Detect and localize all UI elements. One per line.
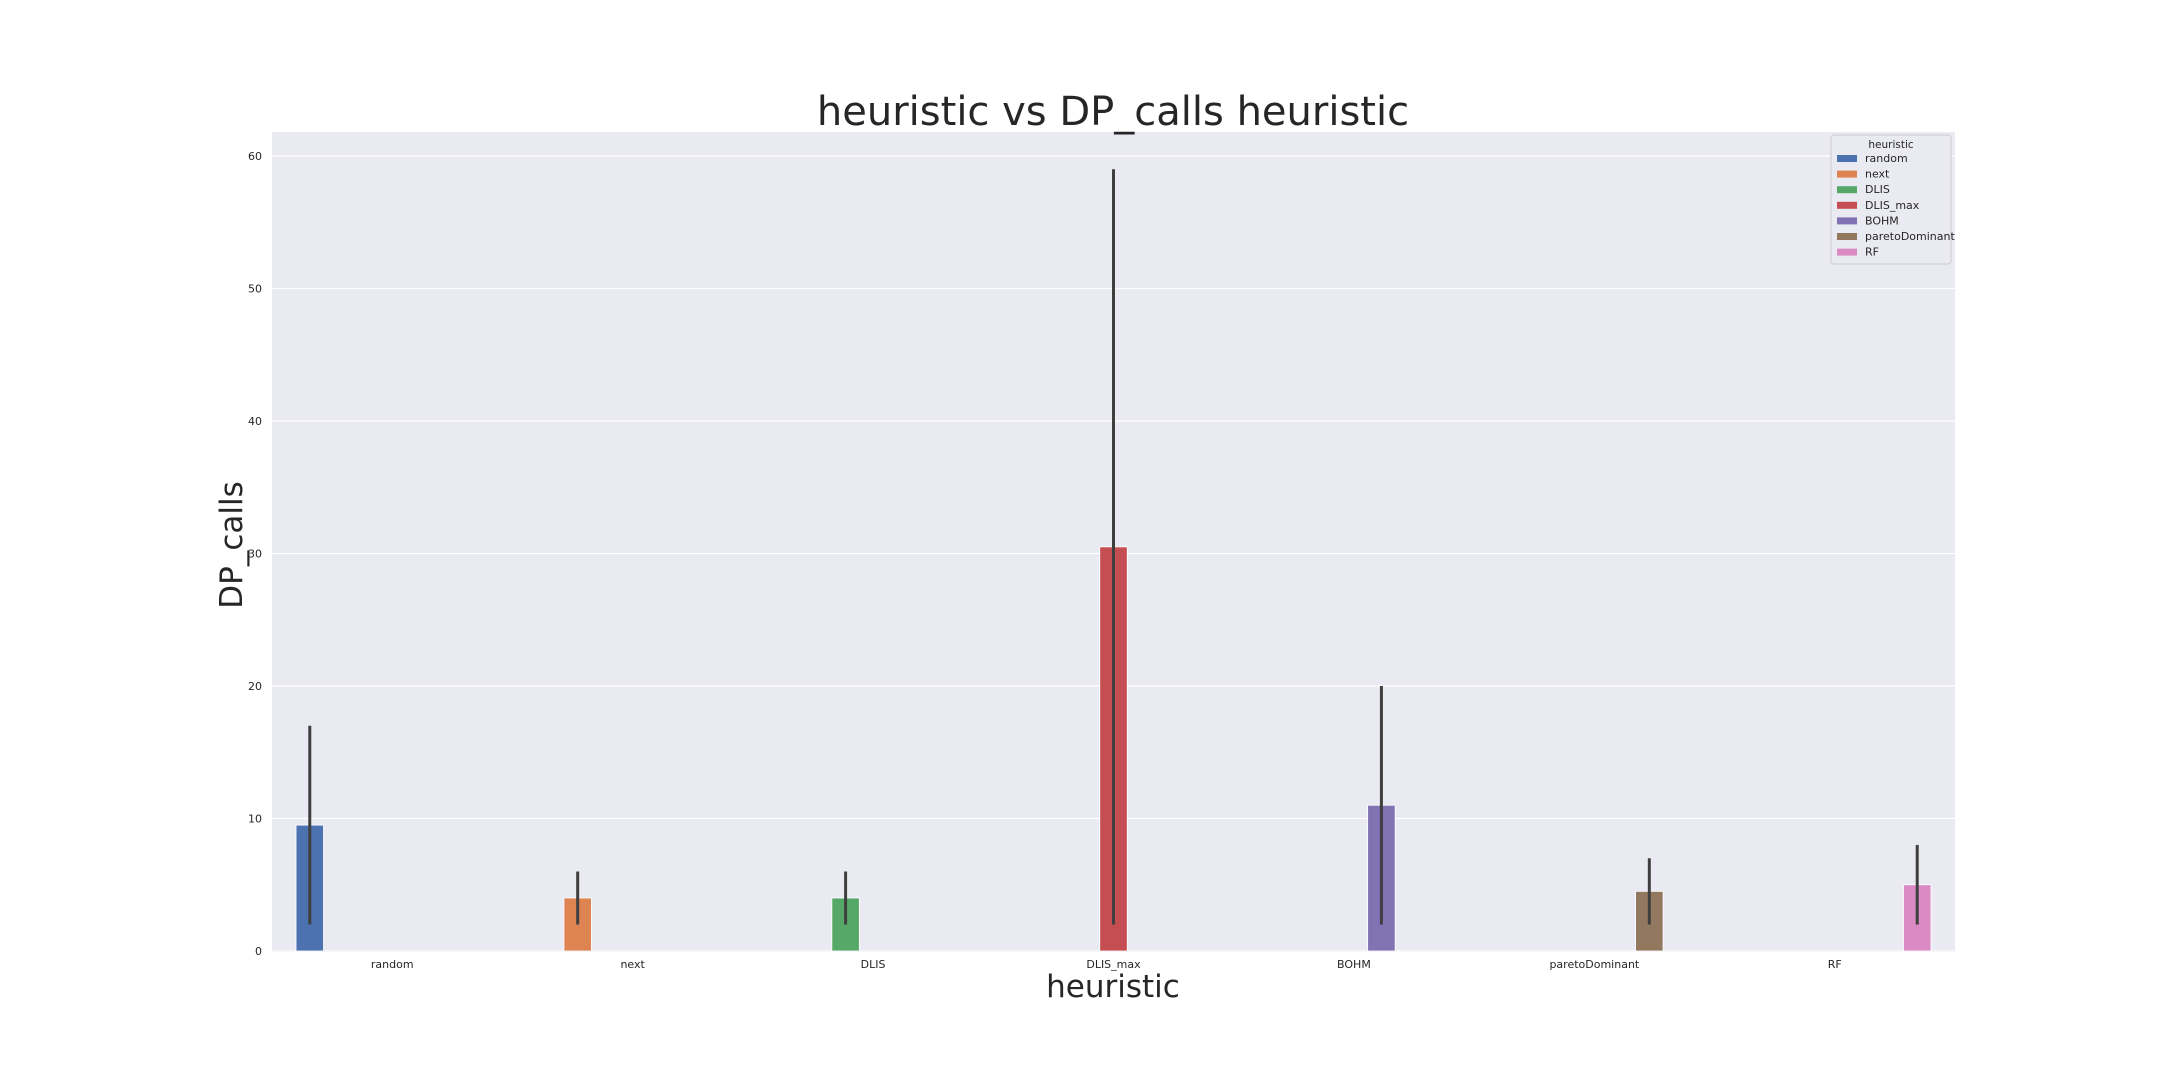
legend: heuristic random next DLIS DLIS_max BOHM pare…	[1830, 134, 1955, 265]
error-bars	[308, 169, 1919, 925]
y-axis-label: DP_calls	[214, 481, 250, 608]
legend-label-BOHM: BOHM	[1865, 214, 1899, 227]
y-tick-label: 20	[248, 680, 262, 693]
legend-swatch-DLIS	[1837, 186, 1857, 194]
legend-swatch-BOHM	[1837, 217, 1857, 225]
legend-swatch-DLIS_max	[1837, 201, 1857, 209]
legend-items: random next DLIS DLIS_max BOHM paretoDominant…	[1837, 152, 1955, 259]
y-tick-label: 10	[248, 813, 262, 826]
y-tick-label: 40	[248, 415, 262, 428]
legend-label-next: next	[1865, 168, 1890, 181]
x-tick-label: DLIS	[861, 958, 886, 971]
legend-label-random: random	[1865, 152, 1908, 165]
legend-label-DLIS_max: DLIS_max	[1865, 199, 1920, 212]
legend-label-RF: RF	[1865, 246, 1879, 259]
x-tick-label: BOHM	[1337, 958, 1371, 971]
x-tick-label: DLIS_max	[1086, 958, 1141, 971]
legend-title: heuristic	[1868, 139, 1914, 151]
y-tick-label: 30	[248, 548, 262, 561]
legend-swatch-RF	[1837, 248, 1857, 256]
x-axis-ticks: random next DLIS DLIS_max BOHM paretoDominant…	[371, 958, 1842, 971]
y-tick-label: 60	[248, 150, 262, 163]
legend-label-paretoDominant: paretoDominant	[1865, 230, 1955, 243]
legend-label-DLIS: DLIS	[1865, 183, 1890, 196]
legend-box	[1830, 134, 1952, 265]
legend-swatch-paretoDominant	[1837, 233, 1857, 240]
x-tick-label: RF	[1828, 958, 1842, 971]
y-tick-label: 50	[248, 283, 262, 296]
legend-swatch-random	[1837, 155, 1857, 162]
x-tick-label: next	[620, 958, 645, 971]
x-tick-label: paretoDominant	[1549, 958, 1639, 971]
chart-title: heuristic vs DP_calls heuristic	[817, 89, 1409, 135]
x-axis-label: heuristic	[1046, 969, 1180, 1005]
y-axis-ticks: 0 10 20 30 40 50 60	[248, 150, 262, 958]
y-tick-label: 0	[255, 945, 262, 958]
legend-swatch-next	[1837, 170, 1857, 178]
x-tick-label: random	[371, 958, 414, 971]
